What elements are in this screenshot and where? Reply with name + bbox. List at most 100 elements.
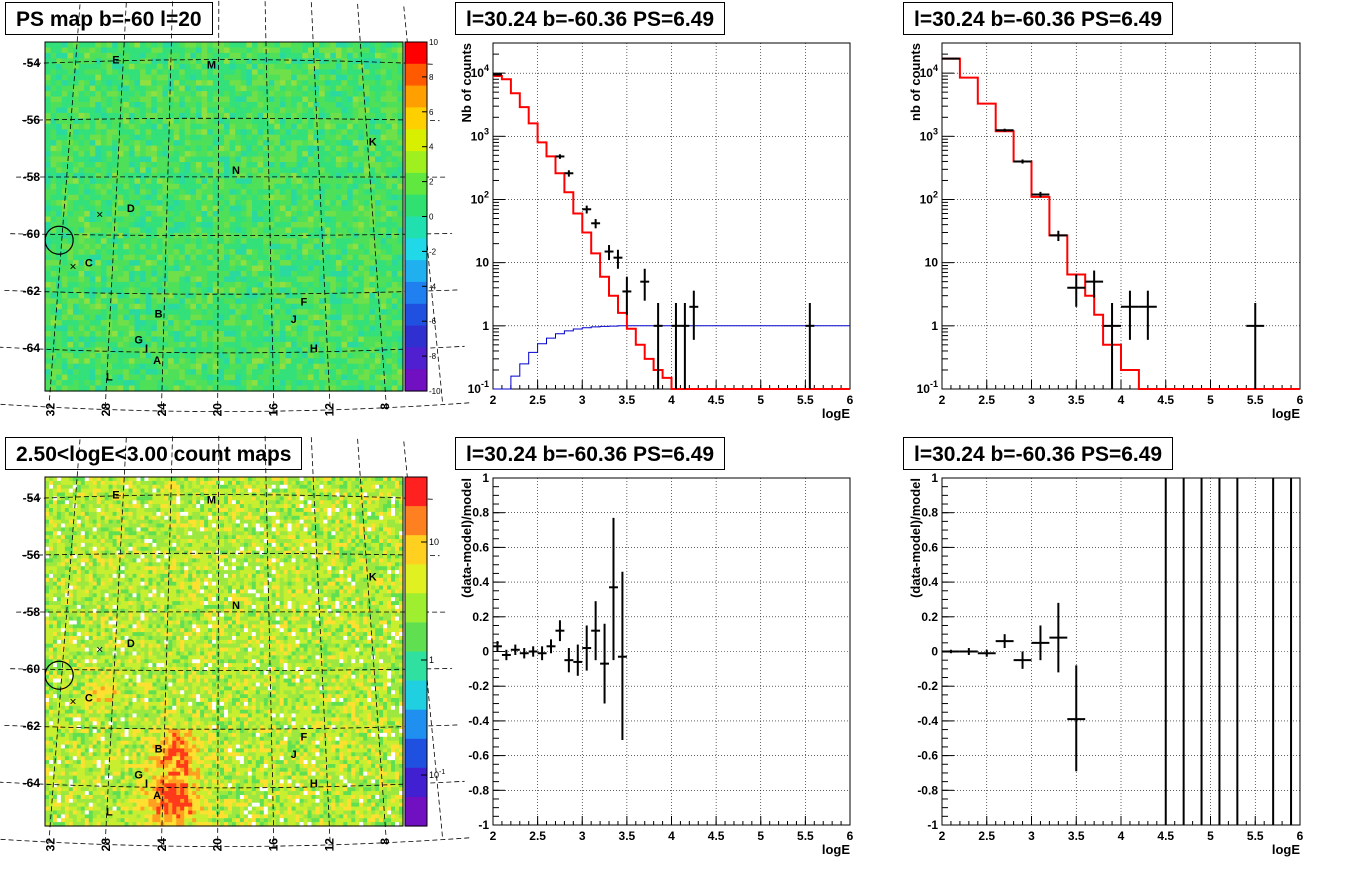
map-pixel <box>341 47 348 54</box>
map-pixel <box>64 717 70 722</box>
map-pixel <box>358 352 365 359</box>
map-pixel <box>117 265 124 272</box>
map-pixel <box>324 309 331 316</box>
map-pixel <box>291 167 298 174</box>
map-pixel <box>134 254 141 261</box>
map-pixel <box>117 85 124 92</box>
map-pixel <box>397 314 404 321</box>
map-pixel <box>240 352 247 359</box>
map-pixel <box>45 806 50 812</box>
map-pixel <box>123 369 130 376</box>
map-pixel <box>45 760 50 765</box>
map-pixel <box>168 216 175 223</box>
map-pixel <box>67 47 74 54</box>
map-pixel <box>64 562 70 567</box>
map-pixel <box>347 352 354 359</box>
map-pixel <box>307 183 315 190</box>
map-pixel <box>386 69 393 76</box>
map-pixel <box>64 593 70 598</box>
map-pixel <box>140 352 147 359</box>
map-pixel <box>49 674 54 680</box>
map-pixel <box>145 74 152 81</box>
map-pixel <box>45 118 52 125</box>
map-pixel <box>95 358 102 365</box>
map-pixel <box>140 292 147 299</box>
map-pixel <box>156 172 164 179</box>
map-pixel <box>246 238 253 245</box>
map-pixel <box>212 123 219 130</box>
map-pixel <box>363 216 370 223</box>
map-pixel <box>229 107 236 114</box>
map-pixel <box>224 276 231 283</box>
map-pixel <box>196 178 203 185</box>
map-pixel <box>123 336 130 343</box>
map-pixel <box>386 249 393 256</box>
map-pixel <box>291 85 298 92</box>
map-pixel <box>347 331 354 338</box>
map-pixel <box>50 200 57 207</box>
map-pixel <box>229 298 236 305</box>
map-pixel <box>274 107 281 114</box>
map-pixel <box>76 542 82 548</box>
lat-tick-label: -60 <box>23 227 41 241</box>
map-pixel <box>291 222 298 229</box>
map-pixel <box>168 63 175 70</box>
map-pixel <box>73 156 80 163</box>
map-pixel <box>330 292 337 299</box>
map-pixel <box>61 52 68 59</box>
map-pixel <box>380 211 387 218</box>
map-pixel <box>112 374 119 381</box>
map-pixel <box>68 643 74 649</box>
map-pixel <box>128 178 136 185</box>
map-pixel <box>156 52 164 59</box>
map-pixel <box>347 281 354 288</box>
map-pixel <box>285 298 292 305</box>
map-pixel <box>252 276 259 283</box>
map-pixel <box>72 810 78 815</box>
map-pixel <box>64 488 70 494</box>
map-pixel <box>380 287 387 294</box>
map-pixel <box>61 358 68 365</box>
map-pixel <box>224 347 231 354</box>
map-pixel <box>324 69 331 76</box>
map-pixel <box>128 243 136 250</box>
map-pixel <box>117 216 124 223</box>
map-pixel <box>196 167 203 174</box>
map-pixel <box>179 374 186 381</box>
map-pixel <box>78 352 85 359</box>
map-pixel <box>324 292 331 299</box>
map-pixel <box>76 546 82 552</box>
map-pixel <box>53 620 58 625</box>
map-pixel <box>134 298 141 305</box>
map-pixel <box>64 480 70 486</box>
map-pixel <box>64 818 70 823</box>
map-pixel <box>235 281 242 288</box>
map-pixel <box>352 222 359 229</box>
map-pixel <box>49 531 54 536</box>
map-pixel <box>224 58 231 65</box>
map-pixel <box>296 140 303 147</box>
map-pixel <box>201 336 208 343</box>
map-pixel <box>207 134 214 141</box>
map-pixel <box>49 783 54 788</box>
map-pixel <box>380 80 387 87</box>
map-pixel <box>352 123 359 130</box>
map-pixel <box>45 325 52 332</box>
map-pixel <box>45 363 52 370</box>
map-pixel <box>68 748 74 753</box>
map-pixel <box>201 347 208 354</box>
map-pixel <box>212 281 219 288</box>
map-pixel <box>45 539 50 544</box>
map-pixel <box>291 151 298 158</box>
map-pixel <box>302 69 309 76</box>
map-pixel <box>56 102 63 109</box>
map-pixel <box>173 216 180 223</box>
map-pixel <box>207 118 214 125</box>
map-pixel <box>84 200 91 207</box>
map-pixel <box>56 477 62 482</box>
map-pixel <box>56 535 62 540</box>
map-pixel <box>123 352 130 359</box>
map-pixel <box>45 504 50 509</box>
map-pixel <box>386 178 393 185</box>
map-pixel <box>76 771 82 777</box>
